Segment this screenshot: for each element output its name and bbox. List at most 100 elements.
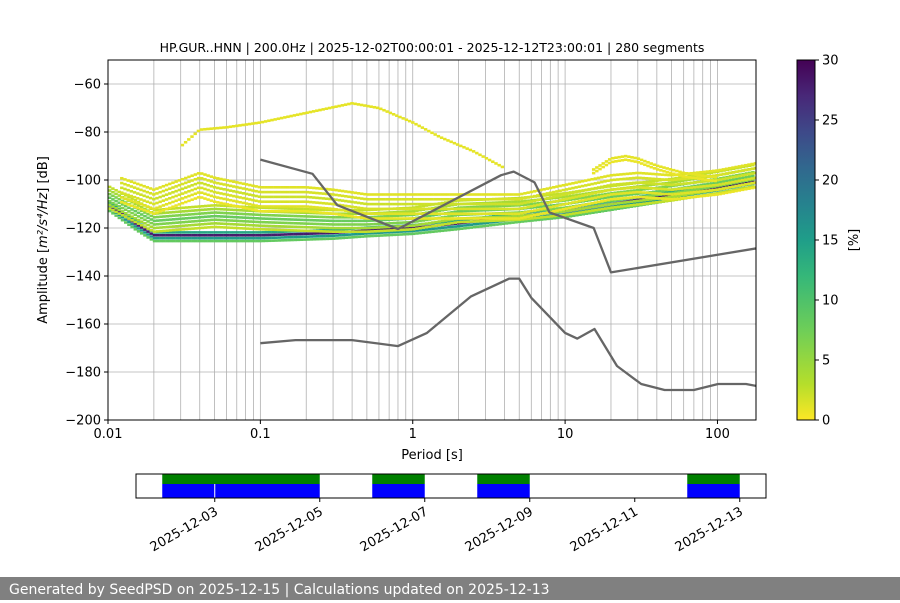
heat-cell [687,189,691,192]
heat-cell [385,193,390,196]
heat-cell [287,238,291,242]
heat-cell [290,214,294,218]
heat-cell [146,216,150,220]
heat-cell [200,196,204,199]
heat-cell [417,202,422,206]
heat-cell [744,186,749,190]
heat-cell [209,127,213,130]
heat-cell [731,190,735,193]
heat-cell [117,213,121,217]
heat-cell [415,229,419,232]
heat-cell [376,212,380,215]
heat-cell [721,168,726,171]
heat-cell [328,234,333,238]
heat-cell [708,189,713,192]
heat-cell [526,210,530,214]
heat-cell [276,117,281,121]
heat-cell [380,215,384,218]
heat-cell [308,210,313,213]
heat-cell [165,225,169,229]
heat-cell [386,233,390,237]
heat-cell [348,216,352,219]
heat-cell [347,200,351,203]
heat-cell [325,230,329,233]
heat-cell [296,232,301,236]
heat-cell [594,208,598,212]
heat-cell [164,193,169,196]
heat-cell [500,217,505,220]
heat-cell [652,163,657,167]
heat-cell [568,214,573,218]
curve-noise-model-lower [260,277,756,392]
heat-cell [699,180,703,184]
heat-cell [261,220,265,224]
heat-cell [309,218,313,222]
heat-cell [376,202,380,206]
heat-cell [747,172,751,176]
heat-cell [443,193,447,196]
heat-cell [264,220,269,224]
heat-cell [559,210,563,214]
heat-cell [628,181,633,185]
heat-cell [178,213,182,217]
heat-cell [238,205,242,209]
heat-cell [373,234,377,238]
heat-cell [335,230,339,233]
heat-cell [491,198,495,201]
heat-cell [232,239,237,243]
heat-cell [450,214,454,218]
heat-cell [565,195,569,198]
heat-cell [456,212,460,215]
heat-cell [725,190,729,193]
heat-cell [132,200,137,204]
heat-cell [748,185,752,189]
heat-cell [162,225,166,229]
heat-cell [596,176,601,180]
heat-cell [286,186,290,189]
heat-cell [300,225,304,229]
heat-cell [300,218,304,222]
heat-cell [696,187,701,191]
heat-cell [696,171,700,174]
heat-cell [540,216,544,219]
heat-cell [472,225,477,229]
heat-cell [664,185,669,189]
heat-cell [626,202,630,206]
heat-cell [646,161,650,164]
heat-cell [161,194,166,198]
heat-cell [114,205,118,209]
heat-cell [225,203,230,206]
heat-cell [200,239,205,243]
heat-cell [354,219,358,223]
heat-cell [508,200,512,204]
heat-cell [478,207,482,211]
heat-cell [257,185,262,189]
heat-cell [319,215,323,219]
heat-cell [175,236,179,240]
heat-cell [620,158,625,162]
heat-cell [264,205,268,208]
heat-cell [132,205,137,209]
heat-cell [667,197,671,201]
heat-cell [226,208,230,211]
heat-cell [753,186,756,189]
heat-cell [175,231,179,234]
heat-cell [675,173,679,176]
heat-cell [645,198,649,202]
heat-cell [343,103,348,106]
heat-cell [219,196,223,200]
heat-cell [226,211,230,215]
heat-cell [530,217,534,220]
heat-cell [476,225,480,229]
heat-cell [200,204,205,208]
heat-cell [347,195,351,199]
heat-cell [692,171,697,175]
heat-cell [239,234,243,237]
heat-cell [251,203,255,207]
heat-cell [687,176,692,179]
heat-cell [468,193,473,196]
heat-cell [360,232,365,235]
heat-cell [375,106,380,110]
heat-cell [382,212,386,215]
